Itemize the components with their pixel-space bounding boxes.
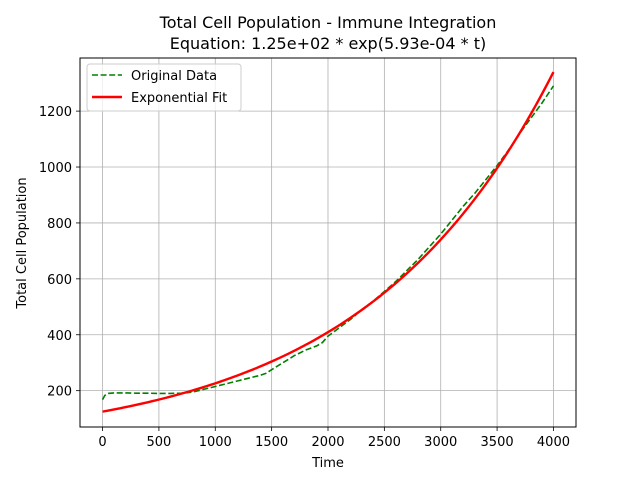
axis-ticks: 0 500 1000 1500 2000 2500 3000 3500 4000 200 400 60… xyxy=(39,105,570,450)
chart-title-line-2: Equation: 1.25e+02 * exp(5.93e-04 * t) xyxy=(170,34,486,53)
x-tick-label: 1000 xyxy=(199,435,232,450)
x-tick-label: 2500 xyxy=(368,435,401,450)
y-axis-label: Total Cell Population xyxy=(15,177,30,309)
series-layer xyxy=(101,71,555,413)
y-tick-label: 400 xyxy=(47,329,72,344)
x-tick-label: 0 xyxy=(98,435,106,450)
y-tick-label: 200 xyxy=(47,385,72,400)
legend-label-original-data: Original Data xyxy=(131,69,217,84)
x-tick-label: 500 xyxy=(146,435,171,450)
y-tick-label: 1200 xyxy=(39,105,72,120)
x-tick-label: 3500 xyxy=(481,435,514,450)
legend: Original Data Exponential Fit xyxy=(86,63,242,112)
grid-lines xyxy=(80,58,576,427)
legend-label-exponential-fit: Exponential Fit xyxy=(131,91,227,106)
series-exponential-fit-line xyxy=(102,71,555,413)
chart-title-line-1: Total Cell Population - Immune Integrati… xyxy=(159,13,497,32)
x-axis-label: Time xyxy=(311,456,344,471)
x-tick-label: 1500 xyxy=(255,435,288,450)
x-tick-label: 3000 xyxy=(424,435,457,450)
y-tick-label: 1000 xyxy=(39,161,72,176)
y-tick-label: 800 xyxy=(47,217,72,232)
y-tick-label: 600 xyxy=(47,273,72,288)
legend-box xyxy=(86,63,242,112)
x-tick-label: 4000 xyxy=(537,435,570,450)
x-tick-label: 2000 xyxy=(311,435,344,450)
series-original-data-line xyxy=(101,85,555,400)
